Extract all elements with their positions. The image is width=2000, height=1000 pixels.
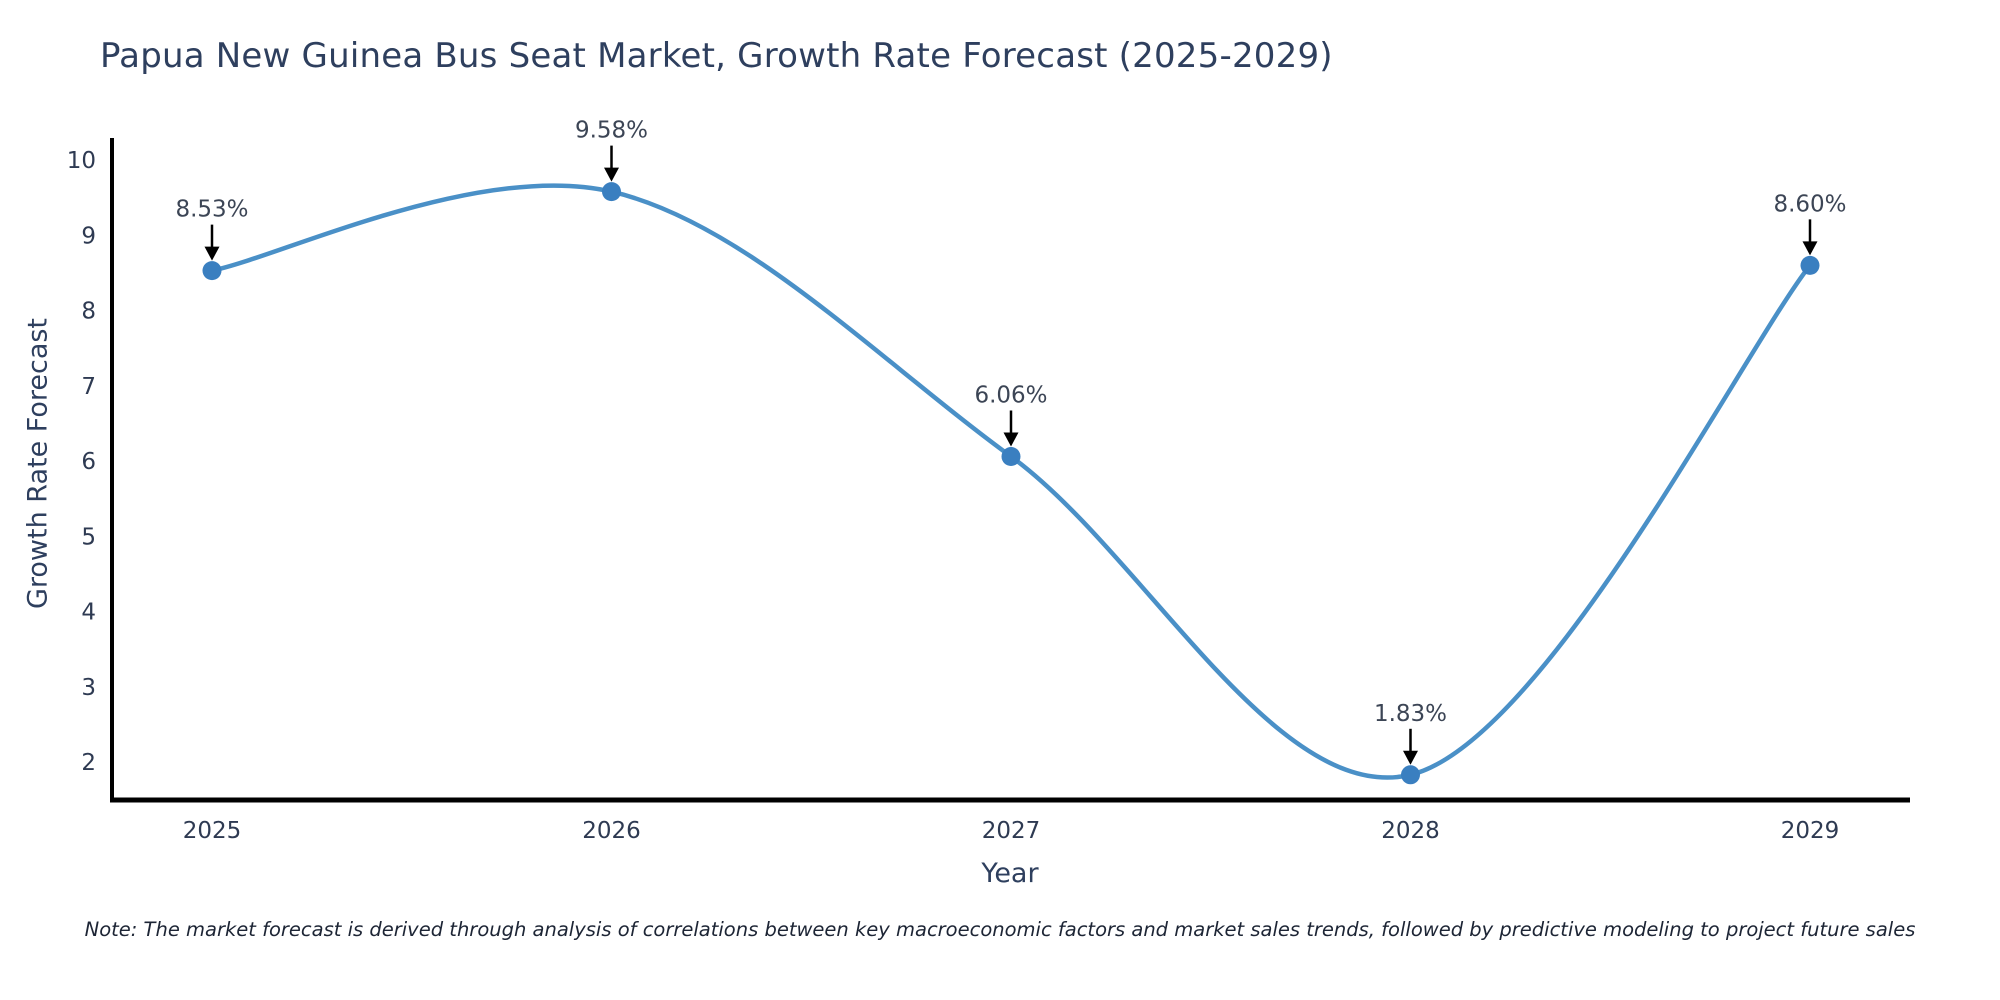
x-tick-label: 2029 — [1781, 818, 1840, 844]
data-point-label: 8.53% — [175, 197, 248, 223]
y-tick-label: 2 — [81, 750, 96, 776]
data-point-label: 1.83% — [1374, 701, 1447, 727]
x-axis-label: Year — [981, 858, 1039, 889]
data-point-marker — [1800, 255, 1820, 275]
trend-line — [209, 183, 1813, 780]
x-tick-label: 2025 — [183, 818, 242, 844]
y-tick-label: 10 — [67, 148, 96, 174]
x-tick-label: 2027 — [982, 818, 1041, 844]
y-tick-label: 8 — [81, 299, 96, 325]
annotation-arrow-head — [604, 167, 619, 182]
y-tick-label: 3 — [81, 675, 96, 701]
data-point-label: 9.58% — [575, 118, 648, 144]
chart-title: Papua New Guinea Bus Seat Market, Growth… — [100, 36, 1333, 76]
data-point-label: 6.06% — [974, 382, 1047, 408]
data-point-marker — [1001, 446, 1021, 466]
data-point-marker — [602, 182, 621, 202]
y-tick-label: 7 — [81, 374, 96, 400]
data-point-marker — [202, 261, 222, 281]
data-point-label: 8.60% — [1773, 191, 1846, 217]
y-tick-label: 4 — [81, 600, 96, 626]
x-tick-label: 2026 — [582, 818, 641, 844]
footnote: Note: The market forecast is derived thr… — [84, 918, 1916, 941]
x-tick-label: 2028 — [1381, 818, 1440, 844]
annotation-arrow-head — [1003, 432, 1019, 447]
annotation-arrow-head — [1403, 750, 1418, 765]
y-tick-label: 9 — [81, 223, 96, 249]
y-tick-label: 5 — [81, 524, 96, 550]
y-tick-label: 6 — [81, 449, 96, 475]
data-point-marker — [1401, 765, 1420, 785]
annotation-arrow-head — [204, 246, 220, 261]
annotation-arrow-head — [1802, 241, 1818, 256]
